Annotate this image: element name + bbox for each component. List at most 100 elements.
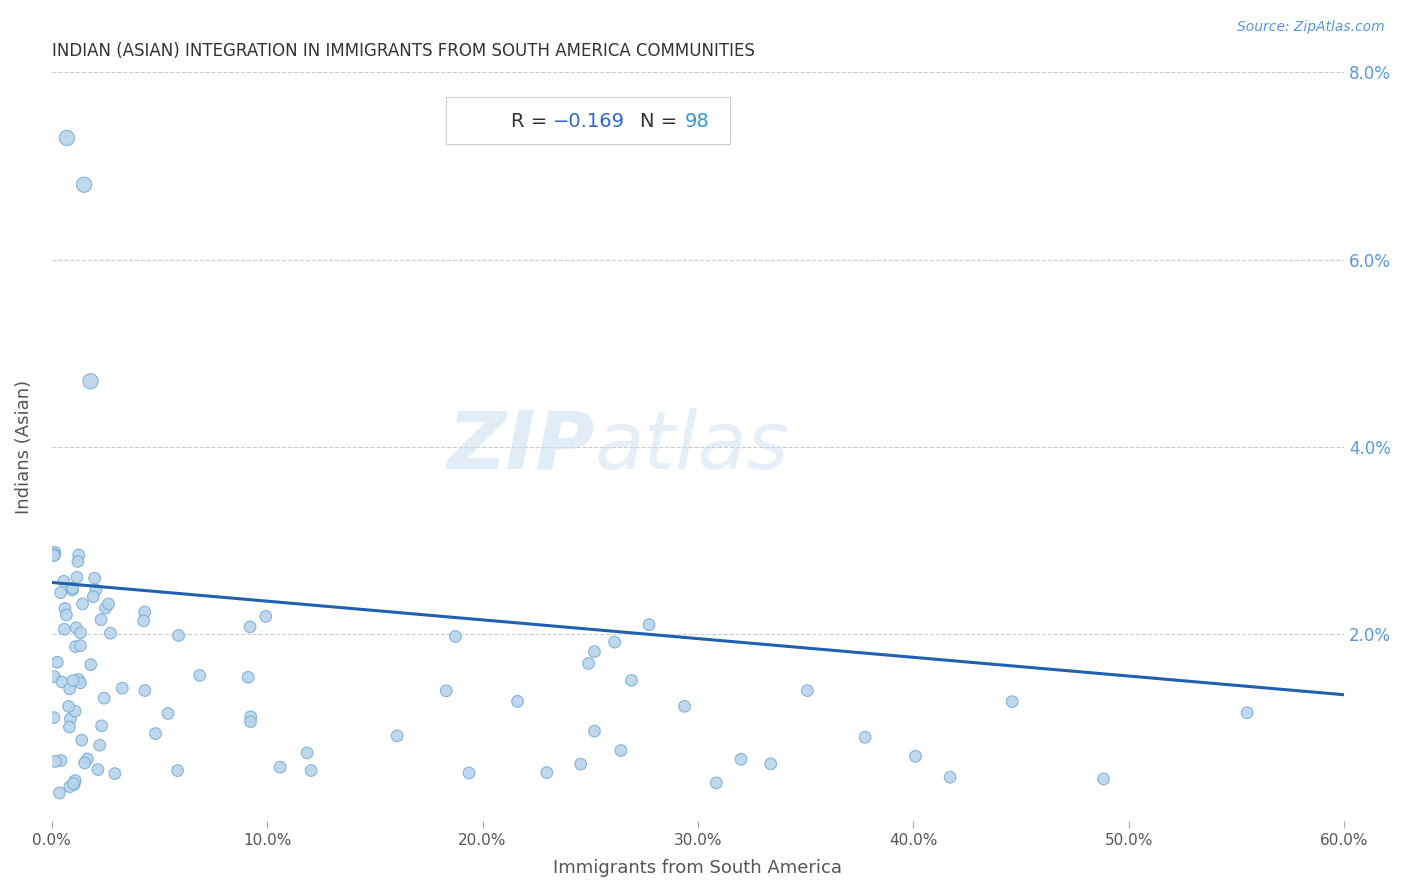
- Point: [58, 720, 80, 734]
- Point: [239, 710, 262, 724]
- Point: [93, 691, 115, 706]
- Point: [536, 765, 558, 780]
- Point: [53, 601, 76, 615]
- Point: [52, 574, 75, 589]
- X-axis label: Immigrants from South America: Immigrants from South America: [554, 859, 842, 877]
- Point: [83, 571, 105, 585]
- Point: [387, 729, 409, 743]
- Point: [434, 683, 457, 698]
- Point: [796, 683, 818, 698]
- Point: [44, 548, 66, 562]
- Point: [66, 570, 89, 584]
- Point: [67, 673, 90, 687]
- Point: [90, 613, 112, 627]
- Point: [42, 710, 65, 724]
- Point: [48, 786, 70, 800]
- Point: [610, 743, 633, 757]
- Point: [104, 766, 127, 780]
- Point: [620, 673, 643, 688]
- Point: [80, 657, 103, 672]
- Point: [603, 635, 626, 649]
- FancyBboxPatch shape: [446, 97, 730, 144]
- Point: [49, 585, 72, 599]
- Point: [62, 777, 84, 791]
- Point: [145, 726, 167, 740]
- Point: [569, 757, 592, 772]
- Text: 98: 98: [685, 112, 710, 130]
- Point: [111, 681, 134, 695]
- Point: [673, 699, 696, 714]
- Point: [254, 609, 277, 624]
- Point: [53, 622, 76, 636]
- Point: [239, 714, 262, 729]
- Point: [94, 601, 117, 615]
- Point: [295, 746, 318, 760]
- Point: [51, 675, 73, 690]
- Point: [55, 607, 77, 622]
- Point: [134, 605, 156, 619]
- Point: [1236, 706, 1258, 720]
- Point: [44, 755, 66, 769]
- Point: [704, 776, 727, 790]
- Point: [166, 764, 188, 778]
- Text: Source: ZipAtlas.com: Source: ZipAtlas.com: [1237, 20, 1385, 34]
- Text: atlas: atlas: [595, 408, 789, 486]
- Point: [60, 582, 83, 597]
- Point: [132, 614, 155, 628]
- Point: [269, 760, 291, 774]
- Point: [62, 673, 84, 688]
- Point: [66, 554, 89, 568]
- Text: N =: N =: [640, 112, 683, 130]
- Point: [299, 764, 322, 778]
- Point: [63, 777, 86, 791]
- Point: [90, 719, 112, 733]
- Point: [156, 706, 179, 721]
- Point: [59, 681, 82, 696]
- Point: [444, 630, 467, 644]
- Point: [46, 655, 69, 669]
- Point: [73, 756, 96, 770]
- Point: [759, 756, 782, 771]
- Point: [65, 640, 87, 654]
- Point: [100, 626, 122, 640]
- Point: [65, 621, 87, 635]
- Point: [70, 733, 93, 747]
- Point: [69, 676, 91, 690]
- Point: [236, 670, 259, 684]
- Point: [72, 597, 94, 611]
- Point: [59, 780, 82, 794]
- Text: R =: R =: [510, 112, 553, 130]
- Point: [63, 773, 86, 788]
- Point: [73, 178, 96, 192]
- Text: ZIP: ZIP: [447, 408, 595, 486]
- Point: [76, 752, 98, 766]
- Point: [853, 731, 876, 745]
- Point: [56, 131, 79, 145]
- Point: [44, 670, 66, 684]
- Point: [134, 683, 156, 698]
- Point: [44, 545, 66, 559]
- Point: [84, 582, 107, 597]
- Point: [62, 581, 84, 595]
- Point: [87, 763, 110, 777]
- Point: [42, 549, 65, 563]
- Point: [59, 712, 82, 726]
- Point: [69, 625, 91, 640]
- Point: [583, 724, 606, 739]
- Point: [79, 374, 101, 388]
- Point: [638, 617, 661, 632]
- Point: [97, 597, 120, 611]
- Point: [1001, 695, 1024, 709]
- Text: INDIAN (ASIAN) INTEGRATION IN IMMIGRANTS FROM SOUTH AMERICA COMMUNITIES: INDIAN (ASIAN) INTEGRATION IN IMMIGRANTS…: [52, 42, 755, 60]
- Text: −0.169: −0.169: [553, 112, 626, 130]
- Point: [1092, 772, 1115, 786]
- Point: [583, 644, 606, 658]
- Point: [188, 668, 211, 682]
- Point: [730, 752, 752, 766]
- Point: [167, 628, 190, 642]
- Point: [67, 548, 90, 562]
- Point: [69, 639, 91, 653]
- Y-axis label: Indians (Asian): Indians (Asian): [15, 380, 32, 514]
- Point: [239, 620, 262, 634]
- Point: [82, 590, 104, 604]
